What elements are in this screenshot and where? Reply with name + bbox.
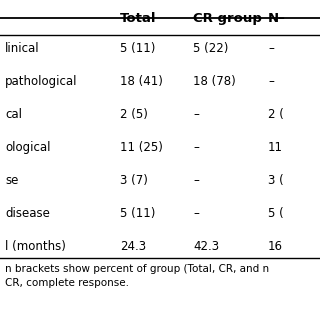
Text: l (months): l (months) <box>5 240 66 253</box>
Text: se: se <box>5 174 18 187</box>
Text: –: – <box>193 207 199 220</box>
Text: –: – <box>193 174 199 187</box>
Text: disease: disease <box>5 207 50 220</box>
Text: CR group: CR group <box>193 12 262 25</box>
Text: 18 (41): 18 (41) <box>120 75 163 88</box>
Text: linical: linical <box>5 42 40 55</box>
Text: –: – <box>268 75 274 88</box>
Text: 5 (22): 5 (22) <box>193 42 228 55</box>
Text: –: – <box>193 108 199 121</box>
Text: –: – <box>268 42 274 55</box>
Text: –: – <box>193 141 199 154</box>
Text: 5 (11): 5 (11) <box>120 42 156 55</box>
Text: N–: N– <box>268 12 286 25</box>
Text: CR, complete response.: CR, complete response. <box>5 278 129 288</box>
Text: Total: Total <box>120 12 156 25</box>
Text: 16: 16 <box>268 240 283 253</box>
Text: ological: ological <box>5 141 51 154</box>
Text: cal: cal <box>5 108 22 121</box>
Text: 42.3: 42.3 <box>193 240 219 253</box>
Text: 18 (78): 18 (78) <box>193 75 236 88</box>
Text: 5 (: 5 ( <box>268 207 284 220</box>
Text: n brackets show percent of group (Total, CR, and n: n brackets show percent of group (Total,… <box>5 264 269 274</box>
Text: 2 (5): 2 (5) <box>120 108 148 121</box>
Text: pathological: pathological <box>5 75 77 88</box>
Text: 24.3: 24.3 <box>120 240 146 253</box>
Text: 5 (11): 5 (11) <box>120 207 156 220</box>
Text: 3 (7): 3 (7) <box>120 174 148 187</box>
Text: 3 (: 3 ( <box>268 174 284 187</box>
Text: 11 (25): 11 (25) <box>120 141 163 154</box>
Text: 2 (: 2 ( <box>268 108 284 121</box>
Text: 11: 11 <box>268 141 283 154</box>
